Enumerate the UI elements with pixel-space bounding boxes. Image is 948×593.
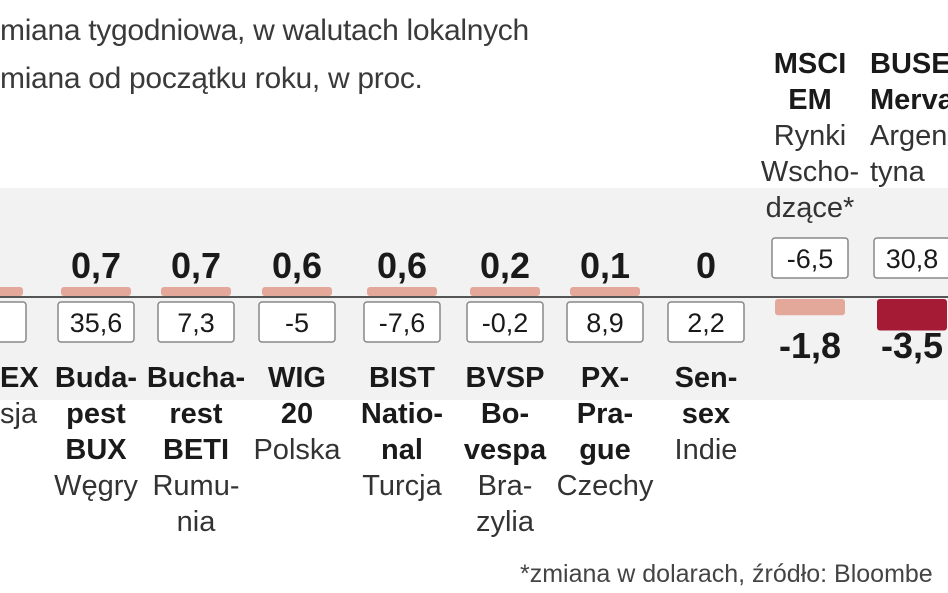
index-name: BUSE Merva [870,48,948,116]
category-label: Sen-sex Indie [646,360,766,468]
index-name: Sen-sex [674,362,738,430]
country-name: Polska [253,434,341,466]
weekly-value-label: -3,5 [881,325,943,366]
ytd-value-label: 30,8 [886,244,939,274]
country-name: Argen-tyna [870,120,948,188]
country-name: Węgry [54,470,138,502]
country-name: Czechy [556,470,654,502]
ytd-value-label: 8,9 [586,308,624,338]
category-label: Bucha-rest BETI Rumu-nia [136,360,256,540]
weekly-bar [775,299,845,316]
source-note: *zmiana w dolarach, źródło: Bloombe [520,560,933,588]
country-name: Bra-zylia [475,470,534,538]
ytd-box [771,237,849,279]
country-name: Rumu-nia [152,470,240,538]
weekly-value-label: 0,2 [480,245,530,286]
ytd-value-label: 7,3 [177,308,215,338]
index-name: MSCI EM [773,48,847,116]
ytd-value-label: -0,2 [482,308,529,338]
ytd-box [466,301,544,343]
index-name: BIST Natio-nal [360,362,444,466]
ytd-box [157,301,235,343]
ytd-value-label: -6,5 [787,244,834,274]
weekly-bar [161,287,231,296]
category-label: WIG 20 Polska [237,360,357,468]
weekly-bar [470,287,540,296]
weekly-bar [570,287,640,296]
weekly-value-label: 0,6 [377,245,427,286]
legend-ytd-change: miana od początku roku, w proc. [0,62,423,95]
index-name: WIG 20 [268,362,326,430]
weekly-bar [367,287,437,296]
index-name: BVSP Bo-vespa [463,362,547,466]
ytd-box [0,301,27,343]
ytd-box [566,301,644,343]
country-name: Rynki Wscho-dzące* [760,120,860,224]
ytd-box [363,301,441,343]
weekly-value-label: 0,7 [71,245,121,286]
country-name: Indie [674,434,738,466]
category-label: BVSP Bo-vespa Bra-zylia [445,360,565,540]
weekly-value-label: 0,7 [171,245,221,286]
weekly-bar [61,287,131,296]
ytd-value-label: 2,2 [687,308,725,338]
weekly-bar [877,299,947,331]
category-label: PX- Pra-gue Czechy [545,360,665,504]
index-name: Buda-pest BUX [54,362,138,466]
ytd-value-label: -7,6 [379,308,426,338]
category-label: MSCI EM Rynki Wscho-dzące* [750,46,870,226]
ytd-box [57,301,135,343]
ytd-value-label: 35,6 [70,308,123,338]
ytd-box [258,301,336,343]
legend-weekly-change: miana tygodniowa, w walutach lokalnych [0,14,529,47]
ytd-value-label: -5 [285,308,309,338]
ytd-box [667,301,745,343]
category-label: Buda-pest BUX Węgry [36,360,156,504]
ytd-box [873,237,948,279]
index-name: Bucha-rest BETI [146,362,246,466]
weekly-value-label: -1,8 [779,325,841,366]
weekly-value-label: 0,6 [272,245,322,286]
category-label: BIST Natio-nal Turcja [342,360,462,504]
weekly-value-label: 0,1 [580,245,630,286]
country-name: Turcja [362,470,442,502]
index-name: EX [0,362,39,394]
weekly-value-label: 0 [696,245,716,286]
index-name: PX- Pra-gue [576,362,634,466]
weekly-bar [262,287,332,296]
country-name: sja [0,398,38,430]
category-label: EX sja [0,360,120,432]
weekly-bar [0,287,23,296]
